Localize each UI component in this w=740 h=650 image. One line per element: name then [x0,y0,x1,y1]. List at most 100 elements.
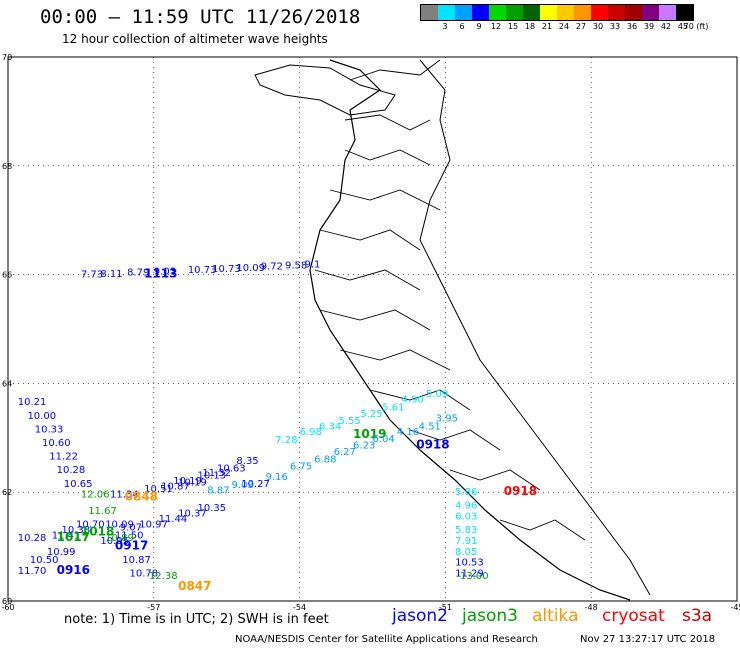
color-swatch [676,5,693,20]
latitude-tick-label: 66 [2,271,12,280]
color-scale-label: 9 [476,22,482,31]
color-scale-label: 70 (ft) [683,22,709,31]
pass-time-label: 0918 [416,438,449,452]
wave-height-label: 7.73 [81,269,103,280]
wave-height-label: 10.87 [161,481,190,492]
wave-height-label: 5.09 [426,389,448,400]
footer-note: note: 1) Time is in UTC; 2) SWH is in fe… [64,612,329,627]
pass-time-label: 0916 [57,563,90,577]
wave-height-label: 10.73 [188,265,217,276]
wave-height-label: 10.95 [100,536,129,547]
wave-height-label: 7.28 [275,435,297,446]
wave-height-label: 11.32 [202,468,231,479]
legend-jason2: jason2 [392,606,448,626]
fjord-outline [329,189,441,211]
fjord-outline [319,309,431,331]
wave-height-label: 6.88 [314,454,336,465]
wave-height-label: 10.38 [61,525,90,536]
inland-outline [419,59,651,596]
wave-height-label: 5.83 [455,525,477,536]
fjord-outline [344,149,431,166]
color-swatch [574,5,591,20]
color-swatch [438,5,455,20]
wave-height-label: 7.91 [455,536,477,547]
pass-time-label: 0917 [115,538,148,552]
wave-height-label: 12.38 [149,571,178,582]
legend-s3a: s3a [682,606,713,626]
wave-height-label: 10.89 [105,533,134,544]
wave-height-label: 8.11 [100,269,122,280]
wave-height-label: 6.98 [300,427,322,438]
color-scale-label: 6 [459,22,465,31]
wave-height-label: 10.28 [57,465,86,476]
wave-height-label: 8.79 [127,268,149,279]
wave-height-label: 5.25 [360,409,382,420]
wave-height-label: 9.03 [154,267,176,278]
wave-height-label: 10.50 [30,555,59,566]
color-scale-swatches [420,4,694,21]
wave-height-label: 10.73 [212,264,241,275]
color-scale-label: 18 [524,22,536,31]
pass-time-label: 1018 [81,525,114,539]
color-swatch [489,5,506,20]
map-subtitle: 12 hour collection of altimeter wave hei… [62,32,328,46]
wave-height-label: 6.03 [455,511,477,522]
wave-height-label: 10.53 [455,558,484,569]
fjord-outline [314,269,421,291]
color-scale-label: 24 [558,22,570,31]
latitude-tick-label: 62 [2,488,12,497]
wave-height-label: 11.70 [18,566,47,577]
wave-height-label: 10.27 [241,479,270,490]
wave-height-label: 10.87 [122,555,151,566]
wave-height-label: 11.41 [52,530,81,541]
wave-height-label: 5.61 [382,403,404,414]
color-scale-label: 15 [507,22,519,31]
wave-height-label: 9.1 [304,260,320,271]
wave-height-label: 9.07 [120,522,142,533]
wave-height-label: 4.96 [455,501,477,512]
wave-height-label: 10.51 [144,484,173,495]
color-swatch [642,5,659,20]
wave-height-label: 5.55 [338,416,360,427]
color-swatch [591,5,608,20]
longitude-tick-label: -45 [730,603,740,612]
longitude-tick-label: -51 [439,603,452,612]
wave-height-label: 11.44 [159,514,188,525]
fjord-outline [449,469,541,491]
wave-height-label: 8.05 [455,547,477,558]
color-scale-label: 12 [490,22,502,31]
wave-height-label: 8.35 [236,456,258,467]
wave-height-label: 6.04 [373,434,395,445]
color-swatch [659,5,676,20]
wave-height-label: 9.03 [232,480,254,491]
color-scale: 3 6 9 12 15 18 21 24 27 30 33 36 39 42 45 70 (ft) [420,4,730,34]
fjord-outline [499,519,586,541]
latitude-tick-label: 60 [2,597,12,606]
fjord-outline [339,349,451,371]
wave-height-label: 6.23 [353,441,375,452]
fjord-outline [319,229,421,251]
fjord-outline [349,59,441,81]
latitude-tick-label: 64 [2,379,12,388]
wave-height-label: 10.70 [76,520,105,531]
wave-height-label: 10.97 [139,520,168,531]
pass-time-label: 0918 [504,484,537,498]
longitude-tick-label: -60 [1,603,14,612]
color-swatch [625,5,642,20]
wave-height-label: 11.34 [110,490,139,501]
wave-height-label: 4.16 [397,427,419,438]
latitude-tick-label: 70 [2,53,12,62]
pass-time-label: 1113 [144,266,177,280]
color-scale-label: 27 [575,22,587,31]
generated-timestamp: Nov 27 13:27:17 UTC 2018 [580,634,716,645]
fjord-outline [344,114,431,131]
wave-height-label: 10.19 [173,476,202,487]
color-swatch [421,5,438,20]
map-title: 00:00 – 11:59 UTC 11/26/2018 [40,6,361,28]
wave-height-label: 10.21 [18,397,47,408]
pass-time-label: 0848 [125,489,158,503]
color-scale-label: 3 [442,22,448,31]
wave-height-label: 10.99 [47,547,76,558]
island-outline [254,64,396,116]
